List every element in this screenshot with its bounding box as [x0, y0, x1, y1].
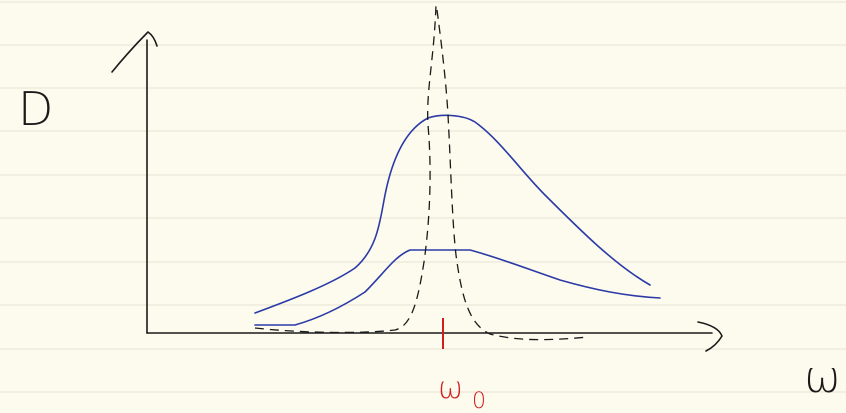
narrow-curve [254, 4, 437, 334]
narrow-curve-right [436, 9, 589, 341]
omega0-symbol: ω [438, 371, 463, 406]
broad-curve-low [254, 249, 661, 326]
omega0-subscript: 0 [472, 389, 486, 413]
x-axis-label: ω [804, 352, 841, 403]
y-axis-label: D [18, 82, 53, 136]
axes [111, 31, 723, 352]
ruled-lines [0, 1, 846, 393]
y-arrow [111, 31, 158, 73]
x-arrow [697, 321, 723, 352]
